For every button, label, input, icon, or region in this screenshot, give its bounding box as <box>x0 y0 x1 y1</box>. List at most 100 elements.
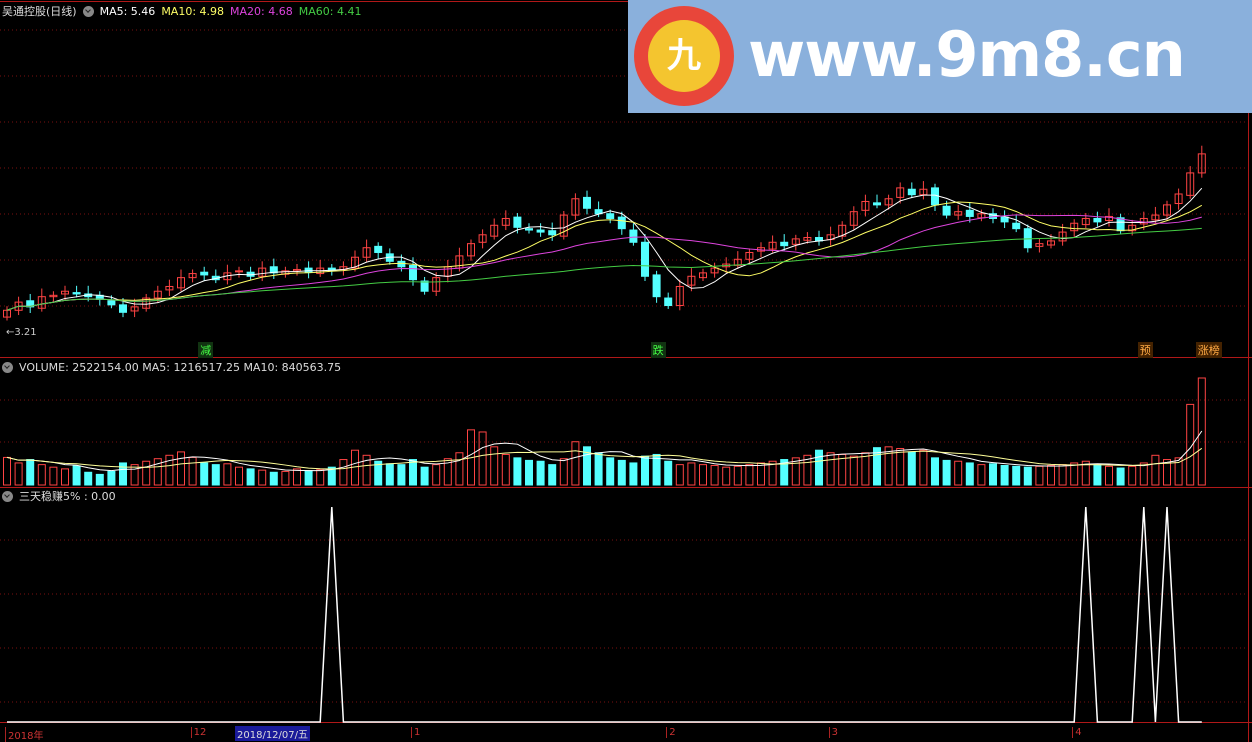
volume-bar <box>664 460 673 486</box>
volume-bar <box>1081 460 1090 486</box>
candle <box>200 271 209 276</box>
candle <box>409 264 417 281</box>
volume-bar <box>443 458 452 486</box>
volume-bar <box>362 454 371 486</box>
volume-bar <box>849 455 858 486</box>
volume-bar <box>211 464 220 486</box>
candle <box>931 187 939 206</box>
volume-bar <box>107 470 116 486</box>
dropdown-icon[interactable] <box>82 5 94 17</box>
candle <box>780 241 789 247</box>
ma-label-0: MA5: 5.46 <box>99 4 156 18</box>
indicator-readout: 三天稳赚5% : 0.00 <box>19 490 116 503</box>
candle <box>583 196 591 209</box>
volume-bar <box>1163 459 1171 486</box>
volume-bar <box>896 448 905 486</box>
candle <box>119 304 127 313</box>
candle <box>873 202 881 206</box>
volume-bar <box>757 462 765 486</box>
volume-bar <box>536 460 545 486</box>
candle <box>374 245 383 253</box>
volume-bar <box>559 458 568 486</box>
volume-bar <box>14 462 23 486</box>
volume-bar <box>1174 457 1183 486</box>
watermark-logo: 九 <box>634 6 734 106</box>
candle <box>49 294 58 298</box>
time-axis-label: 12 <box>190 727 206 738</box>
volume-bar <box>675 464 684 486</box>
dropdown-icon[interactable] <box>2 490 13 502</box>
time-axis-label: 2 <box>666 727 676 738</box>
volume-bar <box>733 465 742 486</box>
ma-label-3: MA60: 4.41 <box>298 4 362 18</box>
candle <box>72 292 81 295</box>
volume-bar <box>397 464 406 486</box>
candle <box>617 216 626 230</box>
candle <box>513 216 522 228</box>
volume-bar <box>130 464 139 486</box>
volume-bar <box>409 459 417 486</box>
volume-bar <box>513 457 522 486</box>
candle <box>362 247 371 258</box>
candle <box>641 241 649 277</box>
candle <box>235 270 243 273</box>
candle <box>153 290 162 299</box>
volume-bar <box>223 463 232 486</box>
volume-bar <box>1139 462 1148 486</box>
candle <box>165 285 174 291</box>
volume-bar <box>327 466 336 486</box>
volume-bar <box>142 460 151 486</box>
volume-bar <box>37 464 46 486</box>
watermark: 九 www.9m8.cn <box>628 0 1252 113</box>
signal-marker: 预 <box>1137 342 1153 358</box>
volume-ma10-line <box>6 447 1203 470</box>
candle <box>1081 217 1090 226</box>
dropdown-icon[interactable] <box>2 362 13 373</box>
candle <box>525 228 533 231</box>
candle <box>548 230 557 236</box>
volume-bar <box>188 456 197 486</box>
candle <box>664 297 673 307</box>
volume-bar <box>455 452 464 486</box>
volume-bar <box>1070 462 1079 486</box>
candle <box>965 209 974 217</box>
candle <box>1023 228 1032 249</box>
volume-bar <box>258 469 267 486</box>
ma-legend: MA5: 5.46 MA10: 4.98 MA20: 4.68 MA60: 4.41 <box>100 5 362 18</box>
volume-bar <box>583 446 591 486</box>
candle <box>1012 222 1021 230</box>
indicator-pane-header: 三天稳赚5% : 0.00 <box>2 488 116 504</box>
volume-bar <box>72 465 81 486</box>
ma10-line <box>6 201 1203 311</box>
volume-bar <box>501 453 510 486</box>
volume-bar <box>304 470 313 486</box>
volume-bar <box>1035 465 1044 486</box>
volume-bar <box>606 457 615 486</box>
candle <box>710 267 719 274</box>
volume-pane-header: VOLUME: 2522154.00 MA5: 1216517.25 MA10:… <box>2 361 341 374</box>
volume-bar <box>61 468 69 486</box>
volume-bar <box>989 463 997 486</box>
candle <box>768 241 777 250</box>
candle <box>107 300 116 306</box>
volume-bar <box>954 460 963 486</box>
time-axis-label: 3 <box>828 727 838 738</box>
volume-bar <box>826 452 835 486</box>
candle <box>351 256 359 269</box>
signal-marker: 减 <box>198 342 214 358</box>
candle <box>1070 222 1079 232</box>
volume-bar <box>177 451 185 486</box>
volume-bar <box>780 459 789 486</box>
main-pane-header: 吴通控股(日线) MA5: 5.46 MA10: 4.98 MA20: 4.68 MA… <box>2 3 361 19</box>
candle <box>61 290 69 295</box>
volume-bar <box>235 466 243 486</box>
volume-bar <box>710 464 719 486</box>
volume-bar <box>269 471 278 486</box>
volume-readout: VOLUME: 2522154.00 MA5: 1216517.25 MA10:… <box>19 361 342 374</box>
candle <box>432 277 441 292</box>
volume-bar <box>1047 464 1055 486</box>
signal-marker: 涨榜 <box>1195 342 1222 358</box>
volume-bar <box>26 459 35 486</box>
time-axis-label: 4 <box>1072 727 1082 738</box>
